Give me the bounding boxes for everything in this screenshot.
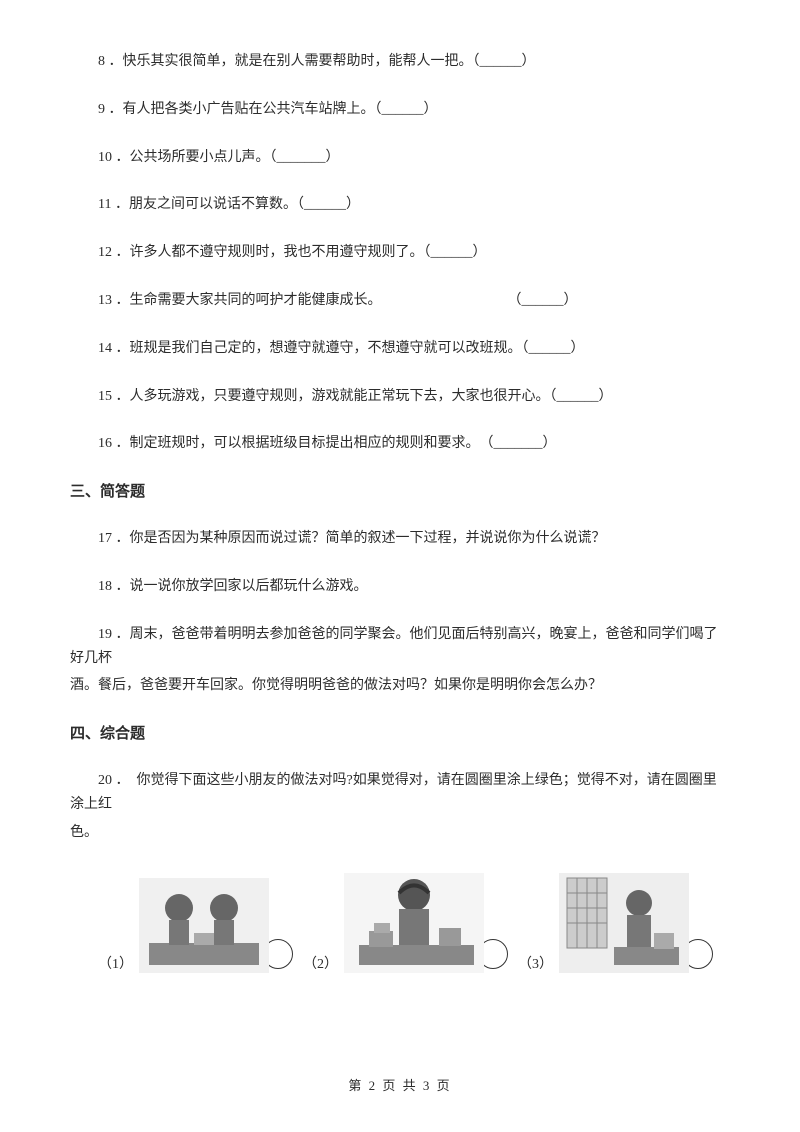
question-19-line1: 19 ．周末，爸爸带着明明去参加爸爸的同学聚会。他们见面后特别高兴，晚宴上，爸爸…	[70, 623, 730, 671]
question-8: 8 ．快乐其实很简单，就是在别人需要帮助时，能帮人一把。（______）	[70, 50, 730, 74]
illustration-2	[344, 873, 484, 973]
illustration-2-label: （2）	[303, 953, 338, 973]
question-17: 17 ．你是否因为某种原因而说过谎？简单的叙述一下过程，并说说你为什么说谎？	[70, 527, 730, 551]
illustration-3-block: （3）	[518, 873, 713, 973]
question-10: 10 ．公共场所要小点儿声。（_______）	[70, 146, 730, 170]
illustration-1-label: （1）	[98, 953, 133, 973]
page-footer: 第 2 页 共 3 页	[0, 1075, 800, 1094]
question-9: 9 ．有人把各类小广告贴在公共汽车站牌上。（______）	[70, 98, 730, 122]
question-11: 11 ．朋友之间可以说话不算数。（______）	[70, 193, 730, 217]
question-15: 15 ．人多玩游戏，只要遵守规则，游戏就能正常玩下去，大家也很开心。（_____…	[70, 385, 730, 409]
illustration-row: （1） （2） （3）	[70, 873, 730, 973]
illustration-3	[559, 873, 689, 973]
question-12: 12 ．许多人都不遵守规则时，我也不用遵守规则了。（______）	[70, 241, 730, 265]
section-3-heading: 三、简答题	[70, 480, 730, 501]
question-18: 18 ．说一说你放学回家以后都玩什么游戏。	[70, 575, 730, 599]
illustration-2-block: （2）	[303, 873, 508, 973]
illustration-1	[139, 878, 269, 973]
question-14: 14 ．班规是我们自己定的，想遵守就遵守，不想遵守就可以改班规。（______）	[70, 337, 730, 361]
illustration-3-label: （3）	[518, 953, 553, 973]
section-4-heading: 四、综合题	[70, 722, 730, 743]
question-20-line2: 色。	[70, 821, 730, 845]
illustration-1-block: （1）	[98, 878, 293, 973]
question-19-line2: 酒。餐后，爸爸要开车回家。你觉得明明爸爸的做法对吗？如果你是明明你会怎么办？	[70, 674, 730, 698]
question-16: 16 ．制定班规时，可以根据班级目标提出相应的规则和要求。 （_______）	[70, 432, 730, 456]
question-20-line1: 20 ． 你觉得下面这些小朋友的做法对吗?如果觉得对，请在圆圈里涂上绿色；觉得不…	[70, 769, 730, 817]
question-13: 13 ．生命需要大家共同的呵护才能健康成长。 （______）	[70, 289, 730, 313]
